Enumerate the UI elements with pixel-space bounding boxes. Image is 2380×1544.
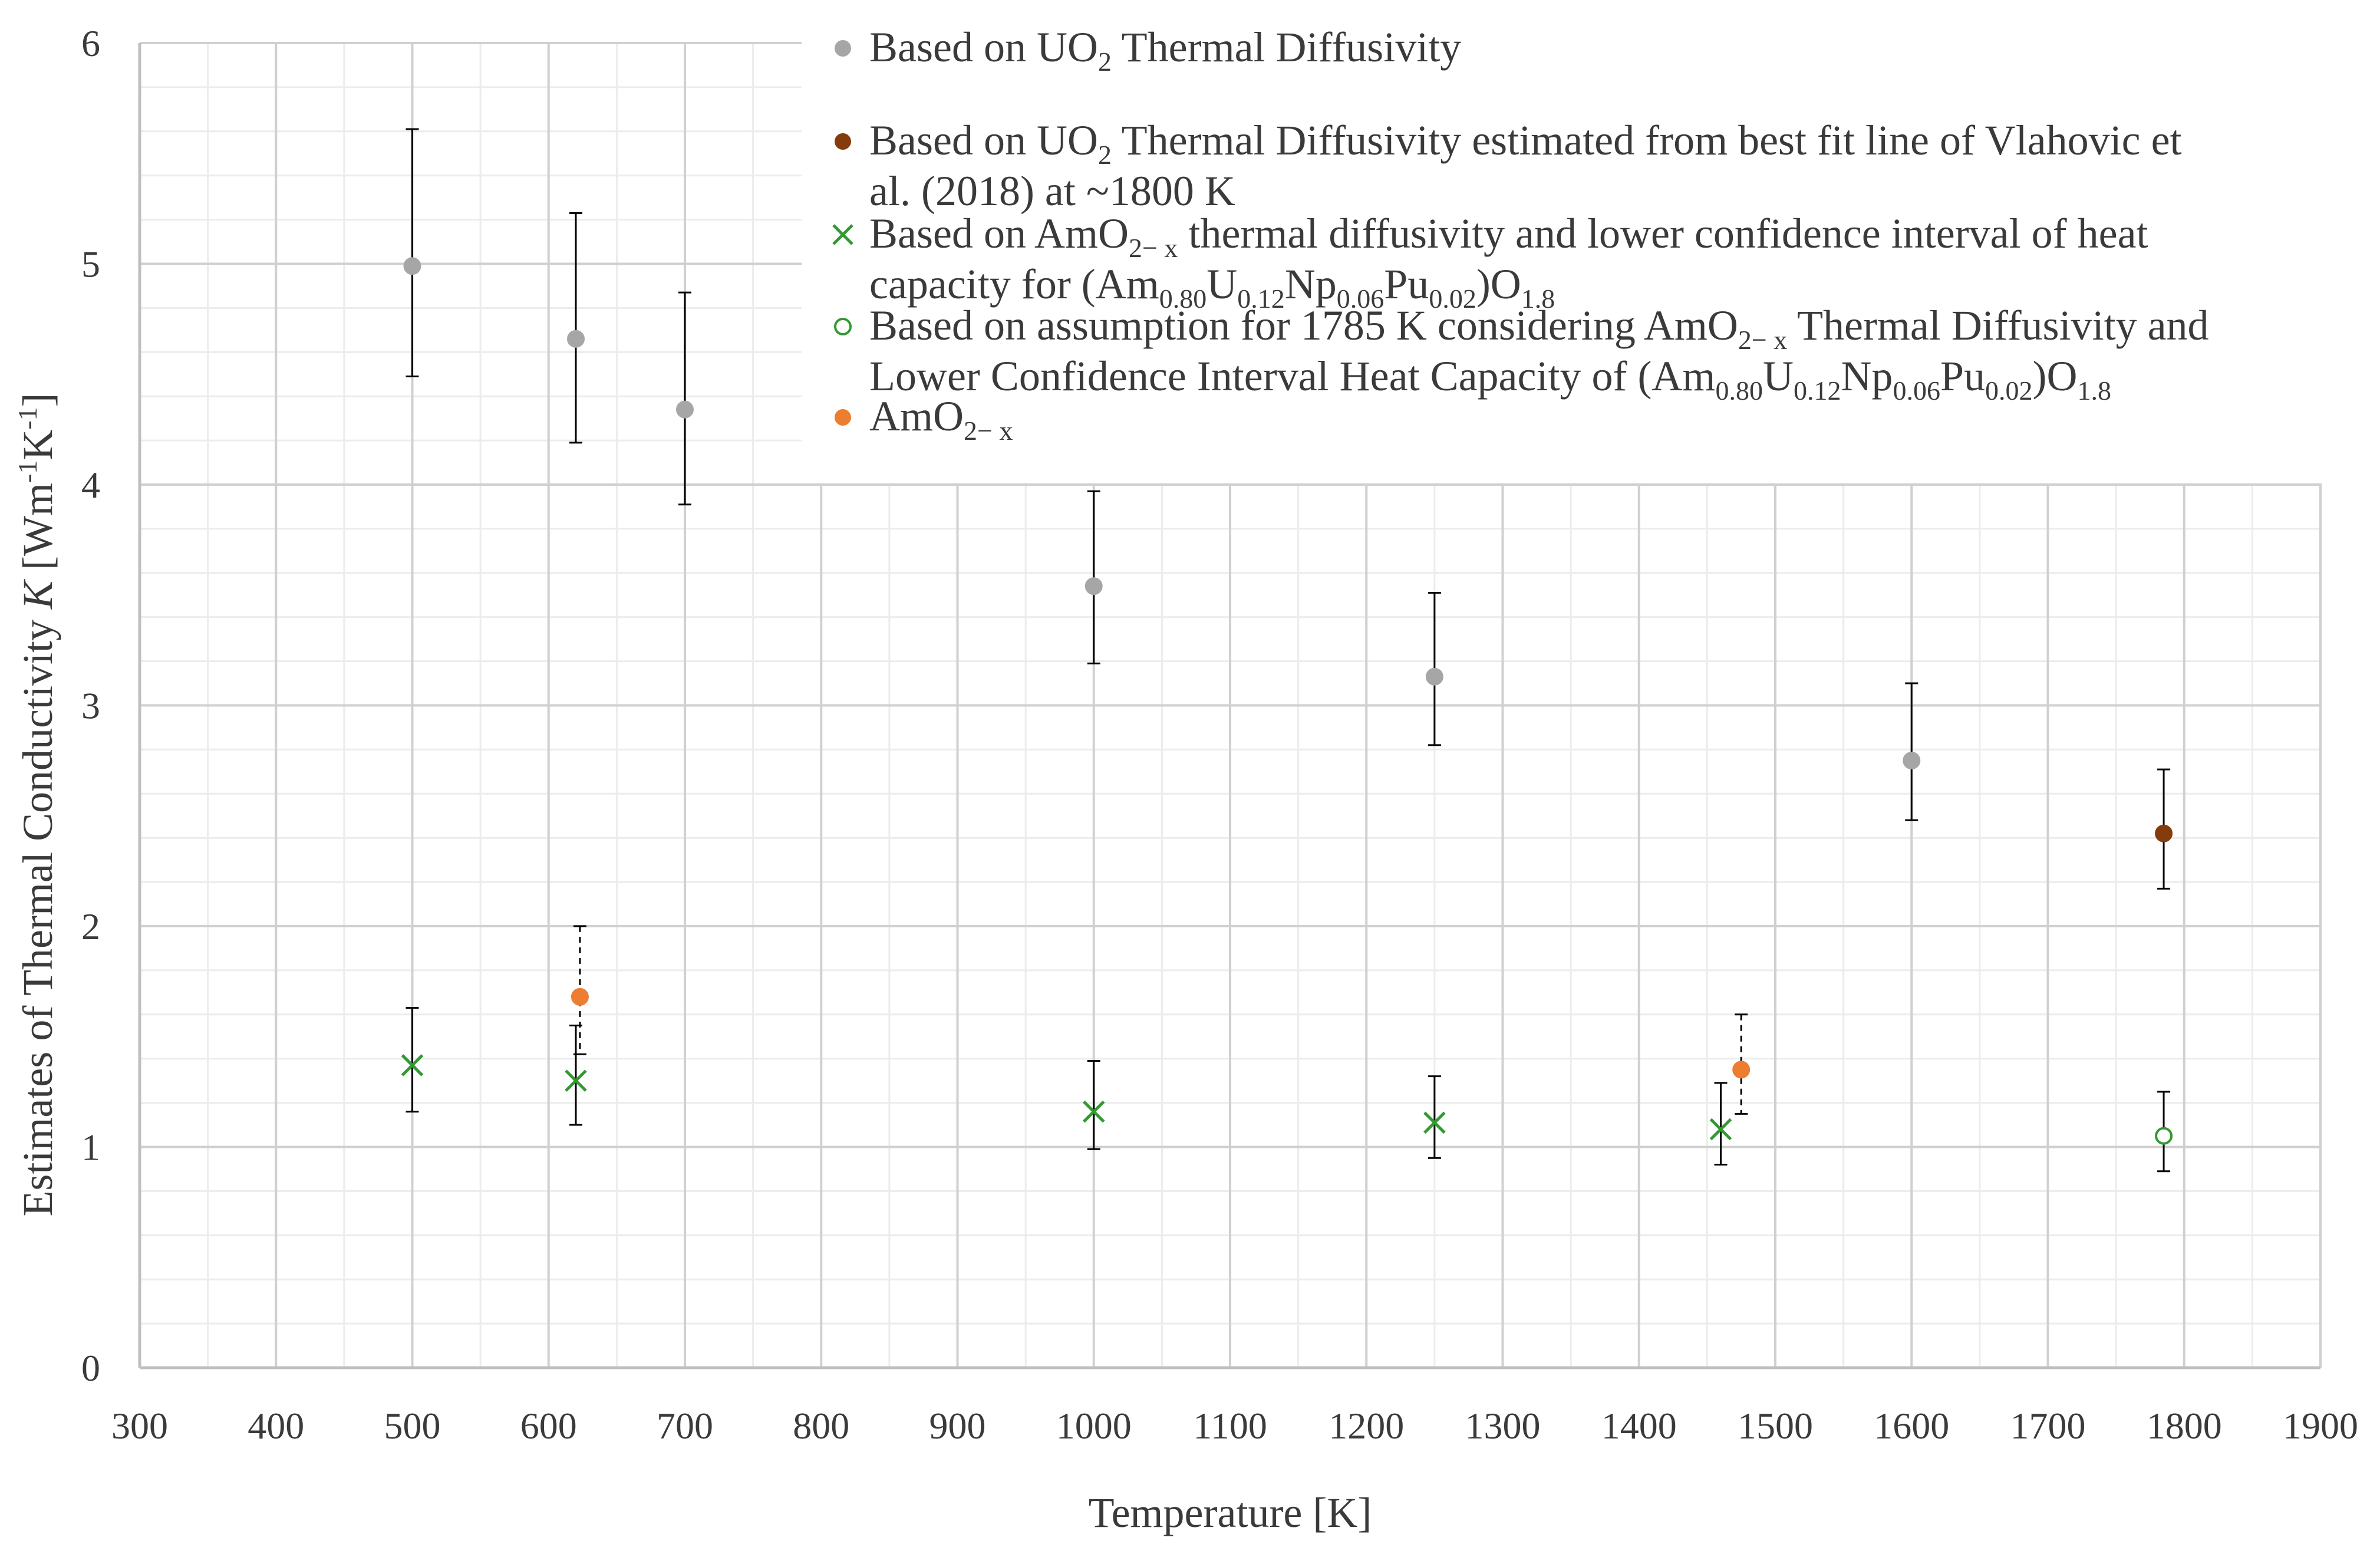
y-tick-label: 6 [81, 22, 100, 64]
data-point [1732, 1061, 1751, 1079]
data-point [2155, 824, 2173, 842]
plot-axes [138, 43, 2320, 1369]
y-tick-label: 4 [81, 464, 100, 506]
data-point [571, 987, 589, 1006]
data-point [2155, 1127, 2173, 1145]
data-series [401, 128, 2173, 1173]
data-point [1709, 1118, 1732, 1141]
y-tick-label: 3 [81, 685, 100, 727]
y-axis-tick-labels: 0 1 2 3 4 5 6 [81, 22, 100, 1389]
x-tick-label: 400 [248, 1405, 304, 1447]
x-tick-label: 1300 [1465, 1405, 1541, 1447]
x-tick-label: 1800 [2147, 1405, 2222, 1447]
legend-label: capacity for (Am0.80U0.12Np0.06Pu0.02)O1… [869, 261, 1555, 314]
x-axis-tick-labels: 300 400 500 600 700 800 900 1000 1100 1200 1300 140… [111, 1405, 2358, 1447]
series-4 [571, 925, 1751, 1115]
x-tick-label: 1000 [1056, 1405, 1132, 1447]
x-tick-label: 1600 [1874, 1405, 1949, 1447]
legend-marker [835, 40, 851, 57]
y-tick-label: 1 [81, 1127, 100, 1168]
y-axis-title: Estimates of Thermal Conductivity K [Wm-… [12, 393, 61, 1216]
x-tick-label: 900 [929, 1405, 986, 1447]
legend-marker [835, 409, 851, 426]
data-point [567, 330, 585, 348]
legend-label: Based on UO2 Thermal Diffusivity estimat… [869, 117, 2182, 170]
legend-box [802, 18, 2358, 483]
legend-label: Based on assumption for 1785 K consideri… [869, 302, 2209, 355]
data-point [1423, 1111, 1446, 1134]
data-point [676, 400, 694, 419]
x-tick-label: 1100 [1193, 1405, 1267, 1447]
x-tick-label: 1400 [1601, 1405, 1677, 1447]
x-axis-title: Temperature [K] [1089, 1489, 1372, 1536]
y-tick-label: 2 [81, 906, 100, 947]
data-point [403, 257, 421, 275]
legend-label: Based on AmO2− x thermal diffusivity and… [869, 210, 2148, 263]
data-point [1084, 577, 1103, 595]
x-tick-label: 700 [657, 1405, 713, 1447]
data-point [1425, 667, 1443, 686]
data-point [565, 1069, 587, 1092]
legend-label: al. (2018) at ~1800 K [869, 167, 1235, 215]
data-point [1082, 1100, 1105, 1123]
x-tick-label: 800 [793, 1405, 849, 1447]
x-tick-label: 300 [111, 1405, 168, 1447]
legend-label: AmO2− x [869, 393, 1013, 446]
series-0 [403, 128, 1921, 821]
legend-marker [832, 224, 853, 245]
legend-marker [834, 318, 852, 335]
legend-label: Lower Confidence Interval Heat Capacity … [869, 353, 2111, 406]
y-tick-label: 5 [81, 243, 100, 285]
legend-marker [835, 133, 851, 150]
x-tick-label: 600 [520, 1405, 577, 1447]
x-tick-label: 1900 [2283, 1405, 2358, 1447]
series-3 [2155, 1091, 2173, 1173]
x-tick-label: 1700 [2010, 1405, 2086, 1447]
legend: Based on UO2 Thermal Diffusivity Based on… [832, 24, 2209, 446]
x-tick-label: 500 [384, 1405, 441, 1447]
x-tick-label: 1200 [1329, 1405, 1404, 1447]
series-1 [2155, 768, 2173, 890]
series-2 [401, 1007, 1732, 1166]
data-point [401, 1054, 424, 1076]
x-tick-label: 1500 [1738, 1405, 1813, 1447]
y-tick-label: 0 [81, 1347, 100, 1389]
data-point [1903, 752, 1921, 770]
legend-label: Based on UO2 Thermal Diffusivity [869, 24, 1461, 77]
